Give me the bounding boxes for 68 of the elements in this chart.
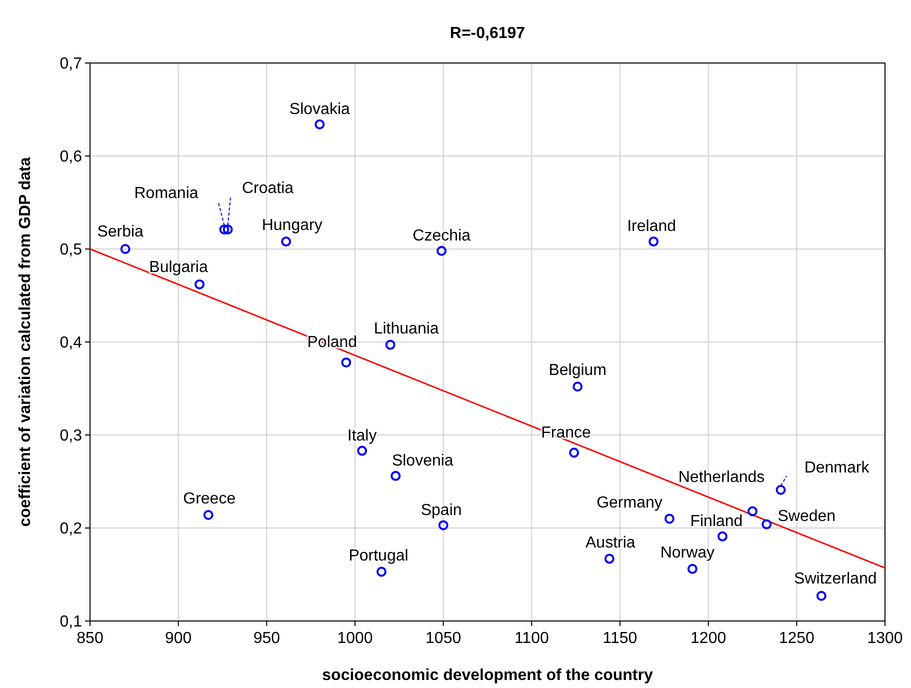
x-tick-label: 900: [164, 630, 192, 647]
x-tick-label: 1300: [867, 630, 903, 647]
annotation: Italy: [347, 427, 377, 444]
annotation: Germany: [596, 494, 662, 512]
y-tick-label: 0,1: [60, 614, 82, 631]
y-tick-label: 0,6: [60, 148, 82, 166]
y-tick-label: 0,4: [60, 334, 82, 352]
point: [222, 224, 233, 234]
annotation: Austria: [586, 534, 636, 552]
point: [385, 340, 396, 350]
y-tick-label: 0,2: [60, 520, 82, 538]
annotation: Finland: [690, 512, 743, 530]
x-axis-title: socioeconomic development of the country: [322, 667, 653, 684]
x-tick-label: 1050: [426, 630, 462, 647]
annotation: Greece: [183, 490, 236, 508]
point: [436, 246, 447, 256]
annotation: Belgium: [548, 362, 607, 380]
point: [314, 119, 325, 130]
point: [717, 531, 728, 542]
annotation: Spain: [420, 502, 462, 519]
point: [762, 519, 772, 530]
annotation: Norway: [660, 544, 715, 562]
annotation: Slovakia: [289, 100, 350, 118]
point: [281, 236, 292, 247]
x-tick-label: 850: [76, 630, 104, 647]
point: [776, 484, 786, 495]
annotation: Ireland: [627, 218, 676, 236]
x-tick-label: 1250: [778, 630, 815, 647]
point: [219, 224, 230, 234]
point: [438, 520, 448, 530]
annotation: Serbia: [97, 224, 144, 241]
annotation: Portugal: [348, 547, 408, 564]
point: [341, 357, 352, 368]
point: [604, 554, 614, 564]
point: [194, 279, 205, 290]
annotation: Denmark: [804, 459, 870, 476]
x-tick-label: 950: [253, 630, 280, 647]
point: [664, 514, 674, 524]
point: [748, 506, 758, 516]
y-tick-label: 0,5: [60, 242, 82, 259]
point: [569, 448, 580, 458]
x-tick-label: 1150: [602, 630, 638, 647]
x-tick-label: 1100: [514, 630, 549, 647]
point: [816, 590, 826, 601]
annotation: Bulgaria: [149, 258, 208, 276]
annotation: Hungary: [262, 217, 322, 234]
annotation: Switzerland: [794, 570, 877, 588]
x-tick-label: 1000: [337, 630, 373, 647]
annotation: Lithuania: [374, 320, 439, 338]
point: [376, 566, 386, 577]
point: [572, 382, 583, 392]
y-tick-label: 0,7: [60, 56, 82, 73]
point: [203, 510, 214, 520]
annotation: Sweden: [778, 508, 836, 525]
annotation: Croatia: [242, 180, 294, 198]
annotation: Slovenia: [392, 452, 454, 470]
point: [687, 564, 698, 574]
point: [120, 244, 130, 254]
annotation: Romania: [134, 185, 198, 202]
annotation: Netherlands: [678, 468, 765, 486]
chart-title: R=-0,6197: [450, 25, 526, 42]
y-axis-title: coefficient of variation calculated from GDP data: [17, 157, 34, 527]
x-tick-label: 1200: [690, 630, 726, 647]
point: [390, 470, 401, 481]
y-tick-label: 0,3: [60, 428, 82, 445]
point: [357, 446, 368, 456]
annotation: Czechia: [412, 227, 471, 244]
point: [648, 236, 659, 247]
